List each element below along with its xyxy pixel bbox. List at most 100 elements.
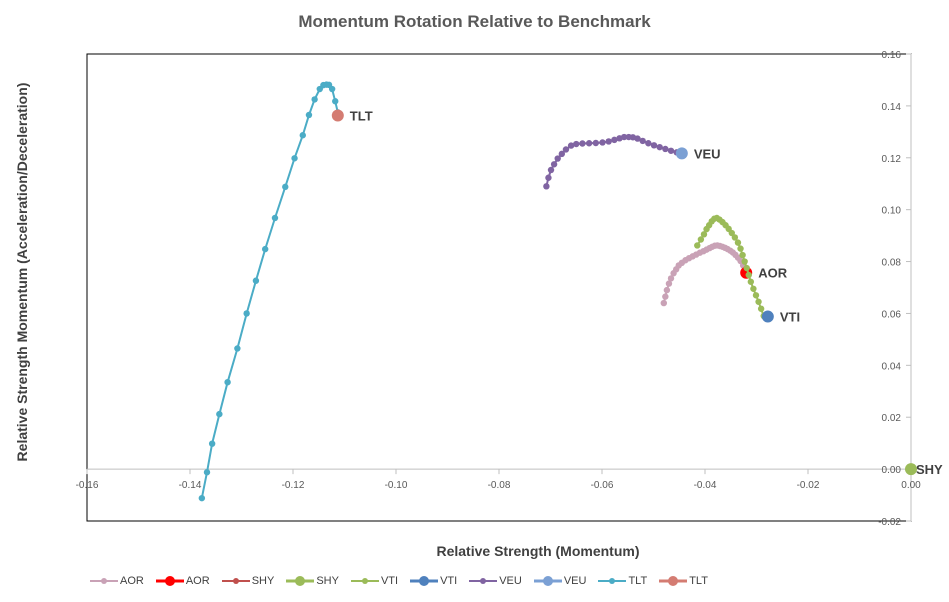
x-tick-label: -0.14 (179, 480, 202, 491)
data-label-veu: VEU (694, 146, 721, 161)
data-point-vti (734, 239, 742, 246)
series-line-tlt (200, 83, 339, 499)
legend-item-vti: VTI (350, 575, 399, 587)
legend-swatch (350, 578, 379, 584)
data-point-tlt (198, 494, 206, 502)
data-label-shy: SHY (916, 462, 943, 477)
legend-label: VTI (440, 575, 458, 587)
data-point-tlt (305, 111, 313, 119)
data-point-veu (645, 140, 652, 147)
data-point-aor (667, 275, 675, 282)
data-point-vti (739, 251, 746, 259)
x-tick-label: -0.12 (282, 480, 305, 491)
data-point-tlt (299, 132, 306, 139)
data-point-vti (755, 298, 762, 305)
data-point-veu (662, 145, 669, 153)
legend-item-veu: VEU (469, 575, 522, 587)
current-marker-shy (905, 463, 917, 476)
data-point-veu (605, 138, 612, 145)
x-tick-label: 0.00 (901, 480, 921, 491)
data-point-veu (567, 142, 575, 149)
current-marker-veu (675, 147, 688, 160)
data-label-tlt: TLT (350, 108, 373, 123)
data-point-tlt (282, 183, 289, 191)
legend-label: VEU (499, 575, 522, 587)
legend: AOR AOR SHY SHY VTI VTI VEU VEU TLT TLT (90, 575, 720, 587)
data-point-aor (662, 293, 669, 300)
data-point-aor (665, 280, 673, 287)
data-point-tlt (208, 440, 216, 447)
data-point-tlt (311, 96, 318, 103)
y-tick-label: 0.04 (882, 361, 902, 372)
data-point-veu (639, 137, 646, 145)
x-tick-label: -0.16 (76, 480, 99, 491)
legend-label: SHY (251, 575, 275, 587)
data-point-aor (663, 286, 671, 294)
legend-label: VTI (380, 575, 399, 587)
x-tick-label: -0.10 (385, 480, 408, 491)
legend-item-shy: SHY (286, 575, 339, 587)
data-point-veu (558, 150, 566, 158)
current-marker-tlt (331, 109, 344, 122)
y-tick-label: 0.12 (882, 154, 902, 165)
x-axis-label: Relative Strength (Momentum) (436, 543, 640, 559)
data-point-veu (611, 136, 618, 144)
data-point-vti (731, 234, 739, 241)
legend-swatch (286, 576, 315, 586)
y-tick-label: -0.02 (878, 517, 901, 528)
legend-swatch (410, 576, 439, 586)
legend-label: TLT (628, 575, 648, 587)
data-label-vti: VTI (780, 310, 800, 325)
data-point-tlt (328, 85, 336, 93)
y-tick-label: 0.08 (882, 258, 902, 269)
data-point-veu (545, 174, 552, 181)
legend-swatch (221, 578, 250, 584)
data-point-vti (750, 285, 757, 292)
legend-swatch (155, 576, 184, 586)
data-point-tlt (291, 155, 298, 162)
data-point-tlt (216, 410, 223, 418)
series-line-veu (545, 136, 677, 187)
data-point-vti (737, 245, 744, 252)
data-point-veu (599, 139, 606, 146)
data-point-aor (660, 299, 667, 307)
data-point-vti (741, 258, 748, 265)
legend-item-veu: VEU (533, 575, 586, 587)
data-point-tlt (271, 214, 279, 222)
data-point-tlt (234, 345, 241, 352)
data-point-vti (700, 231, 708, 238)
data-point-tlt (261, 245, 269, 253)
chart-title: Momentum Rotation Relative to Benchmark (298, 12, 651, 31)
legend-swatch (533, 576, 562, 586)
data-point-veu (650, 142, 658, 149)
y-tick-label: 0.00 (882, 465, 902, 476)
data-point-veu (573, 140, 580, 148)
legend-swatch (469, 578, 498, 584)
data-point-tlt (243, 310, 250, 317)
data-point-vti (747, 278, 755, 285)
y-axis-label: Relative Strength Momentum (Acceleration… (14, 82, 30, 462)
data-point-veu (562, 146, 570, 153)
x-tick-label: -0.06 (591, 480, 614, 491)
x-tick-label: -0.02 (797, 480, 820, 491)
current-marker-vti (761, 310, 774, 323)
data-point-tlt (252, 277, 260, 284)
legend-item-tlt: TLT (659, 575, 708, 587)
data-point-tlt (203, 469, 211, 476)
y-tick-label: 0.02 (882, 413, 902, 424)
legend-item-shy: SHY (221, 575, 275, 587)
data-point-vti (694, 242, 701, 249)
data-point-tlt (332, 98, 339, 105)
legend-swatch (598, 578, 627, 584)
data-point-veu (585, 140, 593, 147)
data-point-veu (634, 135, 641, 142)
data-point-vti (743, 264, 750, 272)
data-point-veu (667, 147, 675, 154)
data-point-veu (592, 139, 600, 147)
legend-swatch (90, 578, 118, 584)
x-tick-label: -0.08 (488, 480, 511, 491)
data-point-veu (543, 183, 550, 190)
data-point-veu (656, 143, 663, 151)
y-tick-label: 0.16 (882, 50, 902, 61)
legend-item-vti: VTI (410, 575, 457, 587)
